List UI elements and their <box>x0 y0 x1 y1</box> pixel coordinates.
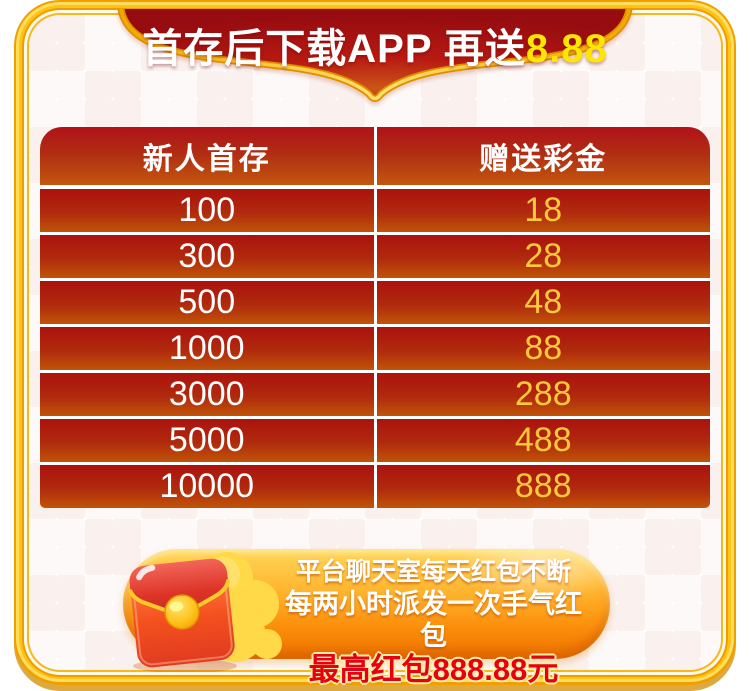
bonus-cell: 88 <box>376 327 710 370</box>
deposit-bonus-table: 新人首存 赠送彩金 100 18 300 28 500 48 1000 88 3… <box>40 127 710 508</box>
table-row: 1000 88 <box>40 327 710 370</box>
table-row: 500 48 <box>40 281 710 324</box>
banner-title[interactable]: 首存后下载APP 再送8.88 <box>0 16 750 74</box>
bonus-cell: 28 <box>376 235 710 278</box>
deposit-cell: 1000 <box>40 327 374 370</box>
bonus-cell: 48 <box>376 281 710 324</box>
column-header-bonus: 赠送彩金 <box>376 127 710 185</box>
promo-line-2: 每两小时派发一次手气红包 <box>285 589 582 651</box>
bonus-cell: 18 <box>376 189 710 232</box>
deposit-cell: 3000 <box>40 373 374 416</box>
column-header-deposit: 新人首存 <box>40 127 374 185</box>
table-row: 300 28 <box>40 235 710 278</box>
deposit-cell: 10000 <box>40 465 374 508</box>
bonus-cell: 488 <box>376 419 710 462</box>
deposit-cell: 100 <box>40 189 374 232</box>
red-envelope-icon <box>128 552 282 672</box>
banner-label: 首存后下载APP 再送 <box>142 27 526 71</box>
promo-line-1: 平台聊天室每天红包不断 <box>295 558 571 586</box>
table-header-row: 新人首存 赠送彩金 <box>40 127 710 185</box>
promo-line-3: 最高红包888.88元 <box>308 652 559 687</box>
banner-bonus-amount: 8.88 <box>525 27 608 71</box>
promo-text-block: 平台聊天室每天红包不断 每两小时派发一次手气红包 最高红包888.88元 <box>275 556 592 688</box>
top-banner-ribbon <box>117 8 633 102</box>
table-row: 100 18 <box>40 189 710 232</box>
table-row: 10000 888 <box>40 465 710 508</box>
bonus-cell: 288 <box>376 373 710 416</box>
deposit-cell: 500 <box>40 281 374 324</box>
deposit-cell: 5000 <box>40 419 374 462</box>
table-row: 3000 288 <box>40 373 710 416</box>
table-row: 5000 488 <box>40 419 710 462</box>
deposit-cell: 300 <box>40 235 374 278</box>
bonus-cell: 888 <box>376 465 710 508</box>
